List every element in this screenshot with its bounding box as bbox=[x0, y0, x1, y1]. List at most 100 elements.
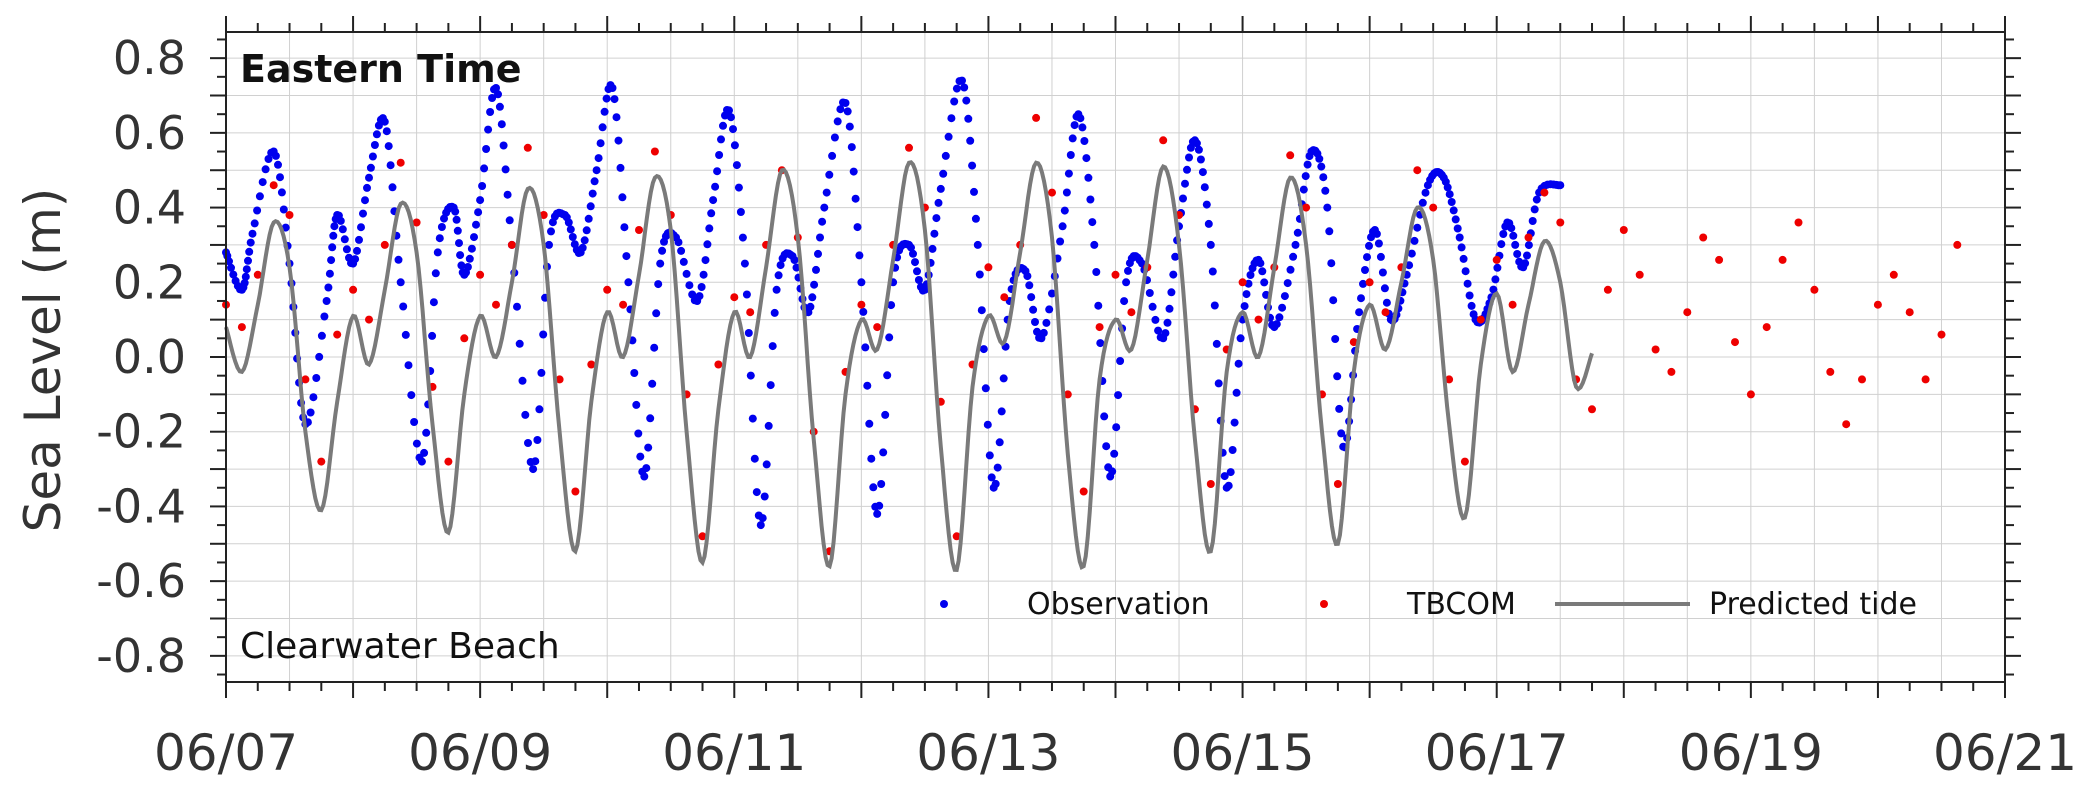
data-point-observation bbox=[246, 238, 255, 247]
data-point-observation bbox=[1299, 185, 1308, 194]
data-point-observation bbox=[867, 454, 876, 463]
data-point-observation bbox=[404, 361, 413, 370]
data-point-observation bbox=[1491, 275, 1500, 284]
data-point-observation bbox=[1062, 188, 1071, 197]
data-point-tbcom bbox=[1905, 308, 1914, 317]
data-point-observation bbox=[513, 302, 521, 311]
data-point-observation bbox=[774, 271, 783, 280]
data-point-tbcom bbox=[1429, 203, 1438, 212]
data-point-tbcom bbox=[1079, 487, 1088, 496]
ticks-layer bbox=[210, 16, 2021, 698]
data-point-observation bbox=[608, 84, 617, 92]
data-point-tbcom bbox=[1588, 405, 1596, 414]
x-tick-label: 06/07 bbox=[154, 724, 298, 782]
data-point-observation bbox=[930, 229, 939, 238]
data-point-observation bbox=[985, 451, 994, 460]
data-point-observation bbox=[674, 238, 683, 247]
data-point-observation bbox=[1493, 263, 1502, 272]
data-point-observation bbox=[306, 408, 315, 417]
data-point-observation bbox=[330, 222, 339, 231]
data-point-observation bbox=[1228, 446, 1237, 454]
data-point-observation bbox=[1080, 137, 1089, 145]
data-point-tbcom bbox=[1238, 278, 1247, 287]
data-point-tbcom bbox=[1731, 338, 1739, 347]
data-point-observation bbox=[1449, 206, 1458, 215]
data-point-observation bbox=[1421, 188, 1430, 197]
data-point-tbcom bbox=[1286, 151, 1295, 160]
data-point-observation bbox=[590, 177, 599, 186]
data-point-observation bbox=[738, 233, 747, 242]
data-point-observation bbox=[1240, 302, 1249, 311]
data-point-observation bbox=[435, 234, 444, 243]
data-point-observation bbox=[465, 254, 474, 263]
data-point-observation bbox=[453, 226, 462, 235]
data-point-observation bbox=[857, 278, 866, 287]
y-tick-label: -0.6 bbox=[96, 554, 186, 608]
data-point-observation bbox=[1116, 357, 1125, 365]
data-point-tbcom bbox=[317, 457, 326, 466]
x-tick-label: 06/09 bbox=[408, 724, 552, 782]
data-point-observation bbox=[1333, 372, 1342, 381]
data-point-observation bbox=[697, 283, 706, 291]
data-point-observation bbox=[764, 421, 773, 430]
data-point-observation bbox=[646, 414, 655, 423]
data-point-observation bbox=[734, 183, 743, 192]
data-point-observation bbox=[851, 194, 860, 203]
data-point-observation bbox=[719, 121, 727, 130]
data-point-observation bbox=[1192, 139, 1201, 148]
data-point-observation bbox=[828, 151, 837, 160]
data-point-observation bbox=[1335, 404, 1344, 413]
x-tick-label: 06/21 bbox=[1933, 724, 2077, 782]
data-point-observation bbox=[715, 151, 724, 159]
data-point-tbcom bbox=[1095, 323, 1104, 332]
data-point-observation bbox=[470, 233, 478, 242]
data-point-tbcom bbox=[619, 300, 628, 309]
data-point-observation bbox=[677, 246, 686, 255]
data-point-observation bbox=[1220, 472, 1229, 481]
y-tick-label: 0.2 bbox=[113, 255, 186, 309]
data-point-observation bbox=[338, 225, 347, 234]
data-point-observation bbox=[1363, 253, 1371, 262]
x-tick-label: 06/11 bbox=[662, 724, 806, 782]
data-point-observation bbox=[1033, 327, 1041, 336]
data-point-observation bbox=[588, 189, 597, 198]
data-point-observation bbox=[1236, 334, 1245, 343]
data-point-observation bbox=[1198, 168, 1207, 177]
data-point-observation bbox=[366, 163, 375, 172]
data-point-observation bbox=[1319, 173, 1328, 182]
data-point-observation bbox=[1185, 153, 1193, 162]
data-point-observation bbox=[598, 123, 607, 132]
data-point-observation bbox=[1246, 271, 1255, 279]
data-point-observation bbox=[701, 256, 710, 265]
legend-observation-label: Observation bbox=[1027, 587, 1210, 622]
data-point-observation bbox=[372, 130, 381, 139]
data-point-observation bbox=[971, 214, 980, 223]
data-point-observation bbox=[993, 463, 1002, 472]
data-point-observation bbox=[1361, 266, 1369, 274]
data-point-observation bbox=[790, 256, 799, 264]
data-point-observation bbox=[1532, 195, 1541, 204]
data-point-observation bbox=[987, 473, 996, 482]
data-point-observation bbox=[952, 84, 961, 93]
data-point-observation bbox=[979, 345, 988, 354]
data-point-tbcom bbox=[1603, 285, 1612, 294]
data-point-observation bbox=[521, 410, 530, 419]
data-point-observation bbox=[1499, 230, 1508, 238]
data-point-observation bbox=[612, 113, 621, 122]
data-point-observation bbox=[524, 439, 532, 447]
data-point-observation bbox=[401, 330, 410, 339]
data-point-observation bbox=[1088, 218, 1097, 227]
data-point-observation bbox=[1286, 265, 1295, 274]
data-point-observation bbox=[1374, 239, 1383, 248]
data-point-observation bbox=[695, 292, 704, 301]
data-point-observation bbox=[497, 120, 506, 129]
data-point-tbcom bbox=[873, 323, 882, 332]
data-point-observation bbox=[1321, 186, 1330, 195]
data-point-observation bbox=[742, 290, 751, 299]
data-point-observation bbox=[883, 371, 892, 380]
data-point-observation bbox=[1507, 224, 1516, 233]
data-point-observation bbox=[1418, 198, 1427, 207]
data-point-observation bbox=[849, 167, 858, 176]
data-point-observation bbox=[740, 259, 749, 268]
data-point-observation bbox=[342, 245, 351, 254]
